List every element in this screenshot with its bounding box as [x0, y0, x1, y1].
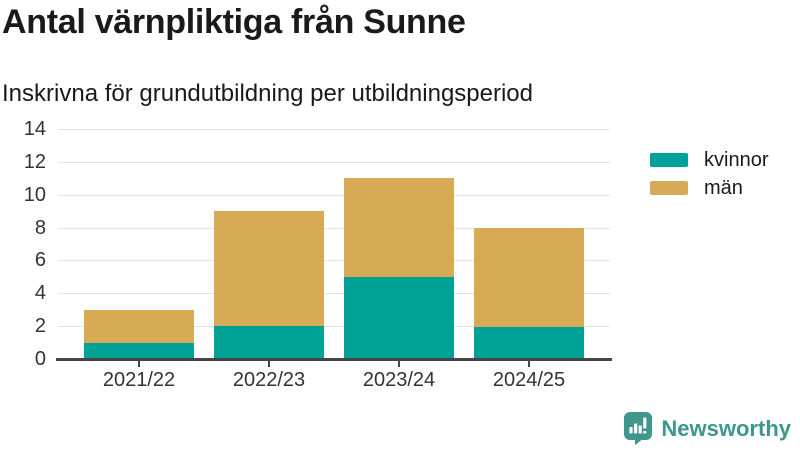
newsworthy-logo[interactable]: Newsworthy: [624, 412, 791, 445]
chart-title: Antal värnpliktiga från Sunne: [2, 3, 466, 41]
legend-swatch: [650, 181, 688, 195]
x-tick-label: 2024/25: [492, 369, 566, 391]
x-tick-label: 2022/23: [232, 369, 306, 391]
bar-segment-män: [474, 228, 584, 327]
x-tick-mark: [268, 360, 270, 367]
legend-label: kvinnor: [704, 148, 769, 171]
legend-item-kvinnor: kvinnor: [650, 146, 768, 174]
y-tick-label: 6: [34, 249, 46, 271]
legend: kvinnor män: [650, 146, 768, 202]
legend-item-män: män: [650, 174, 768, 202]
bar-segment-kvinnor: [84, 343, 194, 359]
gridline: [58, 162, 610, 163]
x-tick-mark: [138, 360, 140, 367]
bar-segment-män: [214, 211, 324, 326]
y-tick-label: 2: [34, 315, 46, 337]
gridline: [58, 195, 610, 196]
chart-subtitle: Inskrivna för grundutbildning per utbild…: [2, 80, 533, 107]
legend-swatch: [650, 153, 688, 167]
y-tick-label: 8: [34, 217, 46, 239]
y-tick-label: 12: [23, 151, 46, 173]
gridline: [58, 260, 610, 261]
bar-segment-män: [84, 310, 194, 343]
x-tick-label: 2023/24: [362, 369, 436, 391]
x-tick-label: 2021/22: [102, 369, 176, 391]
bar-segment-män: [344, 178, 454, 277]
bar-segment-kvinnor: [344, 277, 454, 359]
gridline: [58, 326, 610, 327]
bar-segment-kvinnor: [214, 326, 324, 359]
newsworthy-logo-text: Newsworthy: [661, 415, 791, 441]
x-tick-mark: [398, 360, 400, 367]
gridline: [58, 129, 610, 130]
bar-segment-kvinnor: [474, 326, 584, 359]
y-tick-label: 10: [23, 184, 46, 206]
y-tick-label: 0: [34, 348, 46, 370]
x-tick-mark: [528, 360, 530, 367]
x-axis-line: [56, 358, 612, 361]
gridline: [58, 228, 610, 229]
legend-label: män: [704, 176, 743, 199]
newsworthy-logo-icon: [624, 412, 653, 445]
gridline: [58, 293, 610, 294]
y-tick-label: 14: [23, 118, 46, 140]
y-tick-label: 4: [34, 282, 46, 304]
